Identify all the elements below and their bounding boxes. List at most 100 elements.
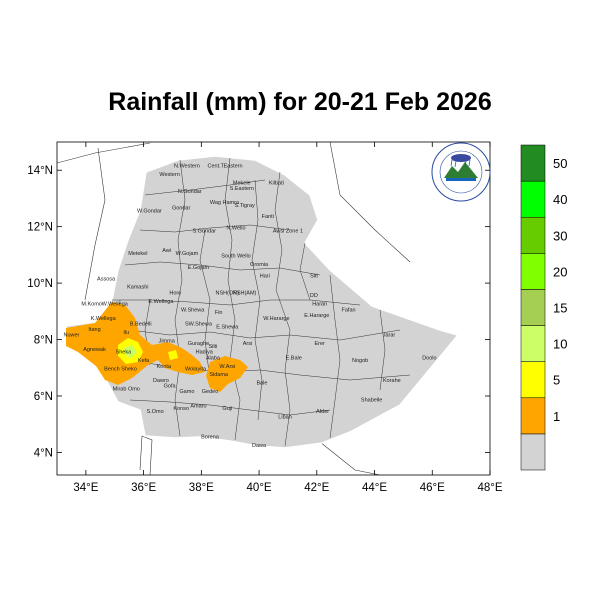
- region-label: B.Bedelli: [130, 321, 152, 327]
- neighbour-boundaries: [57, 142, 411, 475]
- region-label: NSH(OR): [216, 290, 240, 296]
- region-label: Awsi Zone 1: [273, 228, 303, 234]
- x-tick-label: 38°E: [189, 482, 214, 494]
- region-label: Wolayita: [185, 367, 207, 373]
- agency-logo: [431, 142, 491, 202]
- region-label: Dawa: [252, 443, 267, 449]
- region-label: Kamashi: [127, 285, 148, 291]
- x-tick-label: 36°E: [131, 482, 156, 494]
- region-label: S.Gondar: [192, 228, 216, 234]
- region-label: S.Omo: [147, 409, 164, 415]
- y-tick-label: 14°N: [27, 165, 53, 177]
- region-label: E.Hararge: [304, 313, 329, 319]
- region-label: Konta: [157, 364, 172, 370]
- region-label: K.Wellega: [91, 316, 117, 322]
- region-label: Itang: [88, 327, 100, 333]
- region-label: Bale: [256, 381, 267, 387]
- region-label: Korahe: [383, 378, 401, 384]
- region-label: Konso: [173, 406, 189, 412]
- region-label: Harari: [312, 302, 327, 308]
- region-label: W.Gondar: [137, 209, 162, 215]
- region-label: Gondar: [172, 206, 191, 212]
- region-label: W.Arsi: [219, 364, 235, 370]
- region-label: Jarar: [383, 333, 396, 339]
- x-tick-label: 40°E: [247, 482, 272, 494]
- region-label: S.Eastern: [230, 186, 254, 192]
- x-tick-label: 48°E: [477, 482, 502, 494]
- region-label: Arsi: [243, 341, 252, 347]
- region-label: Wag Hamra: [210, 200, 240, 206]
- region-label: Cent.T: [208, 163, 225, 169]
- region-label: DD: [310, 293, 318, 299]
- region-label: W.Shewa: [181, 307, 205, 313]
- region-label: Guraghe: [188, 341, 209, 347]
- colorbar-label: 30: [553, 228, 567, 243]
- y-tick-label: 10°N: [27, 278, 53, 290]
- region-label: Hari: [260, 273, 270, 279]
- y-tick-label: 8°N: [34, 335, 53, 347]
- region-label: Afder: [316, 409, 329, 415]
- colorbar-box: [520, 433, 546, 471]
- colorbar-label: 5: [553, 373, 560, 388]
- region-label: NSH(AM): [233, 290, 257, 296]
- colorbar-label: 1: [553, 409, 560, 424]
- map-frame-border: [56, 141, 491, 476]
- region-label: Metekel: [128, 251, 147, 257]
- region-label: M.Komo: [81, 302, 101, 308]
- region-label: E.Bale: [286, 355, 302, 361]
- region-label: E.Gojam: [188, 265, 210, 271]
- region-label: Siti: [310, 273, 318, 279]
- region-label: Borena: [201, 434, 220, 440]
- region-label: Kefa: [138, 358, 150, 364]
- x-tick-label: 34°E: [73, 482, 98, 494]
- region-label: Kilbati: [269, 180, 284, 186]
- y-tick-label: 12°N: [27, 222, 53, 234]
- colorbar-label: 15: [553, 301, 567, 316]
- region-label: Sidama: [209, 372, 229, 378]
- region-label: Jimma: [159, 338, 176, 344]
- region-label: Assosa: [97, 276, 116, 282]
- region-label: Shabelle: [361, 398, 382, 404]
- region-label: Doolo: [422, 355, 436, 361]
- region-label: W.Wellega: [102, 302, 129, 308]
- rainfall-shading: [66, 302, 248, 392]
- region-label: Bench Sheko: [104, 367, 137, 373]
- region-label: Fanti: [262, 214, 274, 220]
- colorbar-box: [520, 397, 546, 435]
- region-label: Mirab Omo: [113, 386, 140, 392]
- region-label: Hadiya: [196, 350, 214, 356]
- region-label: Nuwer: [63, 333, 79, 339]
- region-label: Gamo: [179, 389, 194, 395]
- region-label: Sheka: [116, 350, 133, 356]
- region-labels: N.Western Cent.T Eastern Western MekeleS.Eas…: [63, 163, 436, 448]
- region-label: Mekele: [233, 180, 251, 186]
- colorbar-box: [520, 289, 546, 326]
- colorbar-label: 20: [553, 264, 567, 279]
- y-axis-ticks: 4°N 6°N 8°N 10°N 12°N 14°N: [27, 165, 490, 459]
- x-tick-label: 44°E: [362, 482, 387, 494]
- region-label: Dawro: [153, 378, 169, 384]
- colorbar-label: 10: [553, 337, 567, 352]
- region-label: Awi: [162, 248, 171, 254]
- ethiopia-land: [65, 155, 460, 449]
- colorbar-box: [520, 361, 546, 399]
- rain-1-5mm-east: [206, 356, 248, 392]
- region-label: Fafan: [342, 307, 356, 313]
- region-label: Gedeo: [202, 389, 219, 395]
- region-label: Liban: [278, 415, 291, 421]
- region-label: Silti: [208, 344, 217, 350]
- colorbar-box: [520, 144, 546, 182]
- x-axis-ticks: 34°E 36°E 38°E 40°E 42°E 44°E 46°E 48°E: [73, 142, 503, 494]
- region-label: Erer: [314, 341, 325, 347]
- colorbar-box: [520, 216, 546, 254]
- colorbar-box: [520, 253, 546, 290]
- colorbar-label: 50: [553, 156, 567, 171]
- region-label: SW.Shewa: [185, 321, 213, 327]
- rain-10-15mm: [124, 345, 137, 358]
- region-label: Oromia: [250, 262, 269, 268]
- colorbar-box: [520, 180, 546, 218]
- region-label: W.Hararge: [263, 316, 289, 322]
- colorbar-box: [520, 325, 546, 362]
- x-tick-label: 42°E: [304, 482, 329, 494]
